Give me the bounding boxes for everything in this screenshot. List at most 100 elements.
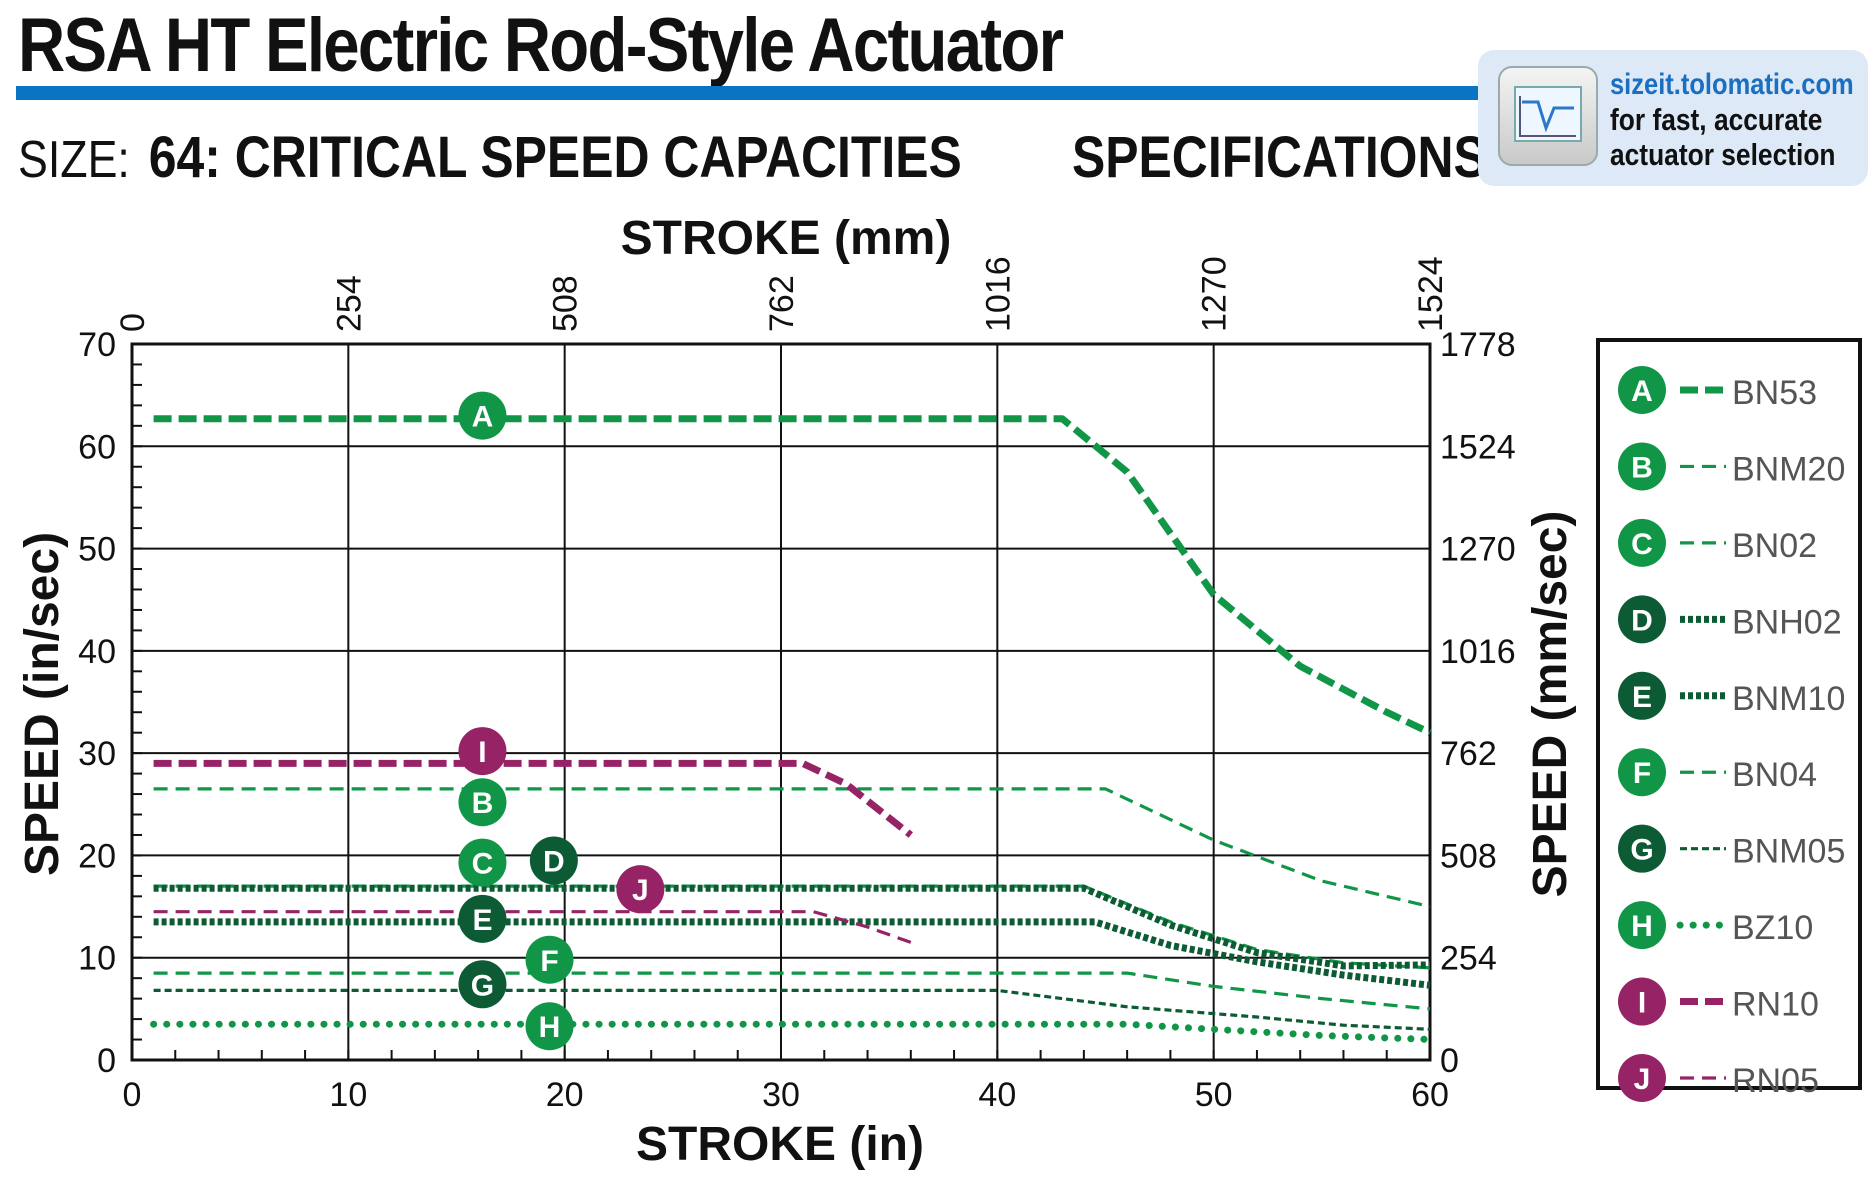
badge-text-line2: for fast, accurate — [1610, 102, 1823, 137]
page-title: RSA HT Electric Rod-Style Actuator — [18, 3, 1064, 88]
series-badge-f — [525, 935, 574, 984]
x2-tick-label: 254 — [330, 275, 368, 332]
title-rule — [16, 86, 1488, 100]
x2-tick-label: 1524 — [1412, 256, 1450, 332]
y2-tick-label: 1270 — [1440, 531, 1516, 569]
y2-tick-label: 1524 — [1440, 428, 1516, 466]
series-badge-letter: D — [543, 846, 565, 879]
legend-badge-b — [1618, 442, 1666, 491]
specifications-label: SPECIFICATIONS — [1072, 125, 1487, 190]
legend-entry-label: BNM20 — [1732, 450, 1845, 488]
x-tick-label: 10 — [329, 1076, 367, 1114]
series-line-g — [153, 988, 1431, 1031]
legend-badge-letter: F — [1633, 757, 1651, 790]
y2-tick-label: 0 — [1440, 1042, 1459, 1080]
series-badge-g — [458, 960, 507, 1009]
legend-entry-label: BNM10 — [1732, 680, 1845, 718]
x-tick-label: 40 — [978, 1076, 1016, 1114]
y2-tick-label: 254 — [1440, 940, 1497, 978]
legend-badge-e — [1618, 671, 1666, 720]
size-line: SIZE: 64: CRITICAL SPEED CAPACITIES — [18, 124, 962, 191]
legend-badge-d — [1618, 595, 1666, 644]
series-badge-h — [525, 1002, 574, 1051]
legend-badge-c — [1618, 518, 1666, 567]
legend-badge-h — [1618, 901, 1666, 950]
legend-entry-label: BN04 — [1732, 756, 1817, 794]
legend-entry-label: BN02 — [1732, 527, 1817, 565]
series-line-b — [153, 787, 1431, 909]
series-badge-i — [458, 727, 507, 776]
legend-entry-label: BN53 — [1732, 374, 1817, 412]
y2-axis-label: SPEED (mm/sec) — [1524, 511, 1577, 898]
series-badge-j — [616, 865, 665, 914]
legend-badge-letter: G — [1630, 834, 1653, 867]
series-badge-e — [458, 894, 507, 943]
series-badge-letter: J — [632, 874, 649, 907]
series-line-i — [153, 759, 913, 838]
sizing-tool-icon — [1498, 66, 1598, 166]
series-line-h — [150, 1020, 1434, 1043]
series-badges: A BC D E F G H I J — [458, 391, 665, 1051]
series-badge-letter: F — [540, 945, 558, 978]
x2-tick-label: 1016 — [979, 256, 1017, 332]
chart-grid — [130, 342, 1432, 1062]
series-line-f — [153, 971, 1431, 1011]
series-line-j — [153, 910, 912, 944]
legend-entry-label: RN10 — [1732, 986, 1819, 1024]
badge-url-link[interactable]: sizeit.tolomatic.com — [1610, 68, 1854, 101]
y-tick-label: 30 — [78, 735, 116, 773]
legend-badge-f — [1618, 748, 1666, 797]
x-tick-label: 0 — [123, 1076, 142, 1114]
chart-series — [150, 415, 1434, 1043]
y-axis-label: SPEED (in/sec) — [16, 532, 69, 876]
legend-entry-label: BNM05 — [1732, 833, 1845, 871]
series-line-e — [153, 918, 1431, 989]
x2-axis-label: STROKE (mm) — [621, 212, 952, 265]
legend-badge-j — [1618, 1054, 1666, 1102]
sizeit-badge[interactable]: sizeit.tolomatic.com for fast, accurate … — [1478, 50, 1868, 186]
badge-text-line3: actuator selection — [1610, 137, 1836, 172]
x-axis-label: STROKE (in) — [636, 1118, 924, 1171]
x2-tick-label: 0 — [114, 313, 152, 332]
y2-tick-label: 1778 — [1440, 326, 1516, 364]
y-tick-label: 50 — [78, 531, 116, 569]
legend-entry-label: RN05 — [1732, 1062, 1819, 1100]
graph-screen-icon — [1514, 86, 1582, 142]
legend-badge-letter: D — [1631, 604, 1653, 637]
legend-badge-letter: H — [1631, 910, 1653, 943]
series-line-d — [153, 884, 1431, 970]
x-tick-label: 20 — [546, 1076, 584, 1114]
legend-badge-i — [1618, 977, 1666, 1026]
legend-badge-letter: A — [1631, 375, 1653, 408]
y2-tick-label: 762 — [1440, 735, 1497, 773]
series-badge-b — [458, 778, 507, 827]
series-badge-letter: C — [472, 848, 494, 881]
series-badge-letter: E — [472, 904, 492, 937]
series-line-a — [153, 415, 1432, 736]
y-tick-label: 60 — [78, 428, 116, 466]
series-badge-letter: G — [471, 969, 494, 1002]
x2-tick-label: 1270 — [1196, 256, 1234, 332]
legend-badge-g — [1618, 824, 1666, 873]
legend-entry-label: BZ10 — [1732, 909, 1813, 947]
x-tick-label: 50 — [1195, 1076, 1233, 1114]
y-tick-label: 40 — [78, 633, 116, 671]
y-tick-label: 70 — [78, 326, 116, 364]
series-badge-a — [458, 391, 507, 440]
series-badge-letter: A — [472, 401, 494, 434]
legend-badge-letter: C — [1631, 528, 1653, 561]
x2-tick-label: 762 — [763, 275, 801, 332]
series-badge-letter: B — [472, 787, 494, 820]
series-badge-letter: I — [478, 736, 486, 769]
y-tick-label: 0 — [97, 1042, 116, 1080]
legend-badge-letter: J — [1634, 1063, 1651, 1096]
series-badge-c — [458, 838, 507, 887]
chart-title: 64: CRITICAL SPEED CAPACITIES — [148, 125, 962, 190]
size-label: SIZE: — [18, 131, 130, 189]
legend: A BN53 B BNM20 C BN02 D BNH02 E BNM10 F BN04 G BNM05 H… — [1596, 338, 1862, 1102]
legend-badge-letter: E — [1632, 681, 1652, 714]
x2-tick-label: 508 — [547, 275, 585, 332]
y2-tick-label: 1016 — [1440, 633, 1516, 671]
